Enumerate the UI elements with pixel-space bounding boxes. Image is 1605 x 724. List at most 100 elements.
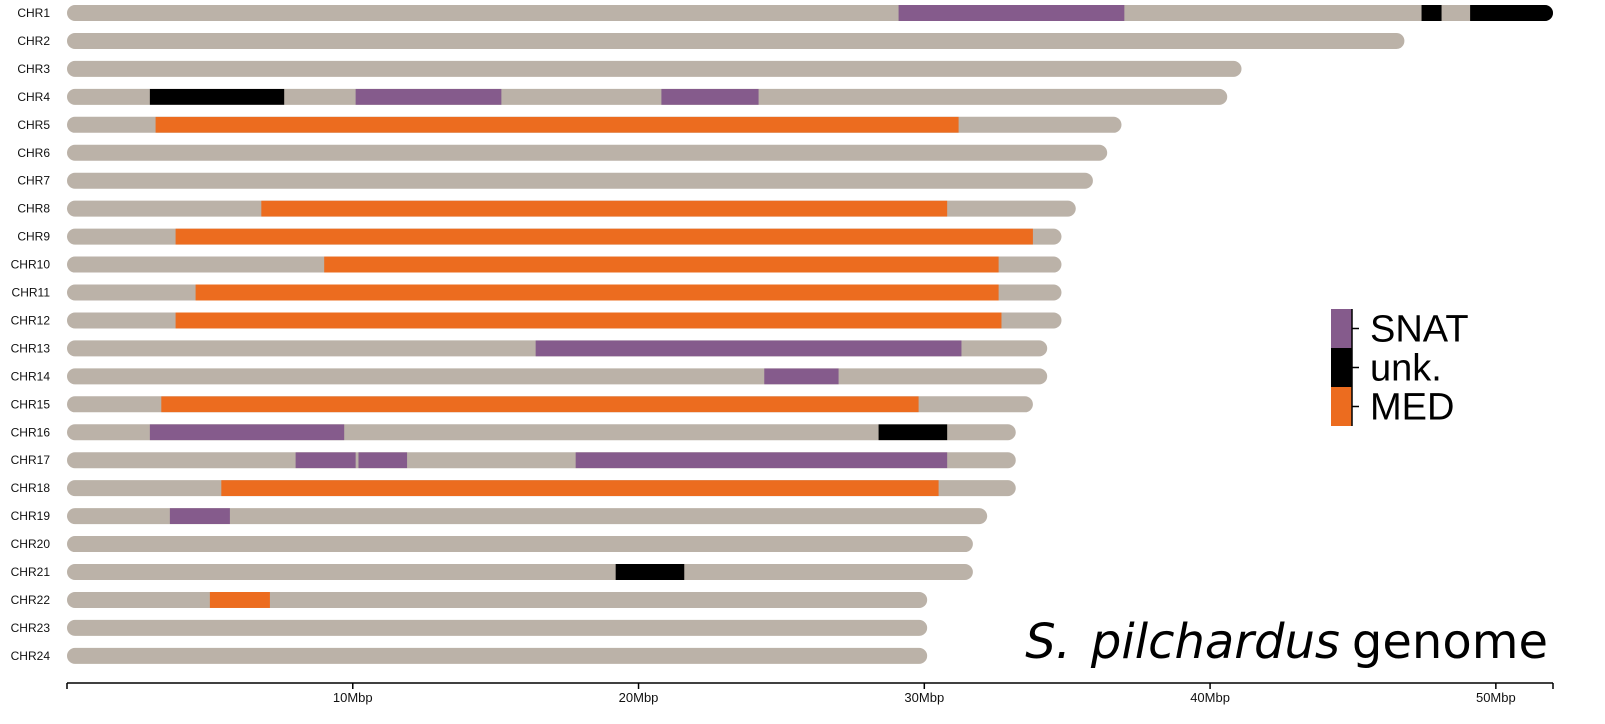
chromosome-segments (764, 368, 839, 385)
x-tick-label: 30Mbp (904, 690, 944, 705)
x-tick-label: 10Mbp (333, 690, 373, 705)
segment-snat (358, 452, 408, 469)
chromosome-chr2: CHR2 (17, 32, 1405, 49)
chromosome-label: CHR17 (11, 453, 51, 467)
legend-swatch-snat (1331, 309, 1352, 348)
chromosome-label: CHR10 (11, 258, 51, 272)
chromosome-chr11: CHR11 (12, 284, 1062, 301)
segment-med (175, 312, 1002, 329)
chromosome-label: CHR7 (17, 174, 50, 188)
chromosome-label: CHR5 (17, 118, 50, 132)
chromosome-chr21: CHR21 (11, 564, 973, 580)
chromosome-label: CHR19 (11, 509, 51, 523)
x-tick-label: 40Mbp (1190, 690, 1230, 705)
segment-med (209, 591, 270, 608)
chromosome-chr12: CHR12 (11, 312, 1062, 329)
chromosome-label: CHR3 (17, 62, 50, 76)
segment-snat (764, 368, 839, 385)
chromosome-chr6: CHR6 (17, 144, 1108, 161)
segment-med (324, 256, 999, 273)
chromosome-segments (155, 116, 959, 133)
chromosome-chr14: CHR14 (11, 368, 1048, 385)
chromosome-segments (535, 340, 962, 357)
chromosome-bar (67, 32, 1405, 49)
chromosome-label: CHR23 (11, 621, 51, 635)
segment-snat (898, 5, 1125, 21)
chromosome-label: CHR15 (11, 397, 51, 411)
chromosome-label: CHR21 (11, 565, 51, 579)
chromosome-bar (67, 172, 1093, 189)
segment-med (261, 200, 948, 217)
chromosome-chr3: CHR3 (17, 60, 1242, 77)
chromosome-bar (67, 508, 988, 525)
segment-snat (169, 508, 230, 525)
chromosome-segments (175, 312, 1002, 329)
chromosome-segments (324, 256, 999, 273)
chromosome-segments (221, 480, 939, 497)
segment-unk (1421, 5, 1442, 21)
x-tick-label: 20Mbp (619, 690, 659, 705)
chromosome-bar (67, 564, 973, 580)
chromosome-chr4: CHR4 (17, 88, 1228, 105)
chromosome-bar (67, 368, 1048, 385)
chromosome-label: CHR12 (11, 313, 51, 327)
chromosome-label: CHR20 (11, 537, 51, 551)
chromosome-label: CHR8 (17, 202, 50, 216)
chromosome-chr20: CHR20 (11, 536, 973, 553)
segment-unk (615, 564, 685, 580)
chromosome-chr19: CHR19 (11, 508, 988, 525)
chromosome-chr22: CHR22 (11, 591, 928, 608)
segment-med (175, 228, 1033, 245)
chromosome-chr15: CHR15 (11, 396, 1033, 413)
chromosome-label: CHR16 (11, 425, 51, 439)
chromosome-chr5: CHR5 (17, 116, 1122, 133)
segment-med (195, 284, 999, 301)
title-species: S. (1025, 614, 1071, 670)
chart-title: S. pilchardus genome (1025, 614, 1548, 670)
segment-med (161, 396, 919, 413)
segment-snat (535, 340, 962, 357)
chromosome-segments (295, 452, 948, 469)
legend-swatch-med (1331, 387, 1352, 426)
chromosome-label: CHR14 (11, 369, 51, 383)
x-tick-label: 50Mbp (1476, 690, 1516, 705)
legend-label-snat: SNAT (1370, 309, 1469, 351)
legend-label-med: MED (1370, 387, 1454, 429)
chromosome-segments (209, 591, 270, 608)
chromosome-chr8: CHR8 (17, 200, 1076, 217)
chromosome-label: CHR2 (17, 34, 50, 48)
chromosome-bar (67, 647, 928, 664)
segment-unk (149, 88, 285, 105)
segment-snat (295, 452, 356, 469)
chromosome-chr13: CHR13 (11, 340, 1048, 357)
chromosome-chr9: CHR9 (17, 228, 1062, 245)
chromosome-segments (195, 284, 999, 301)
title-suffix: genome (1352, 614, 1548, 670)
chromosome-chr1: CHR1 (17, 5, 1553, 21)
chromosome-chr10: CHR10 (11, 256, 1062, 273)
segment-snat (575, 452, 948, 469)
chromosome-segments (898, 5, 1553, 21)
chromosome-label: CHR4 (17, 90, 50, 104)
segment-unk (878, 424, 948, 441)
chromosome-label: CHR1 (17, 6, 50, 20)
chromosome-label: CHR11 (12, 286, 51, 300)
segment-unk (1470, 5, 1553, 21)
chromosome-segments (149, 424, 948, 441)
segment-snat (149, 424, 345, 441)
chromosome-bar (67, 591, 928, 608)
chromosome-segments (161, 396, 919, 413)
chromosome-bar (67, 5, 1553, 21)
chromosome-label: CHR18 (11, 481, 51, 495)
segment-snat (661, 88, 759, 105)
chromosome-label: CHR22 (11, 593, 51, 607)
chromosome-label: CHR9 (17, 230, 50, 244)
chromosome-bar (67, 60, 1242, 77)
title-species-epithet: pilchardus (1090, 614, 1340, 670)
x-axis: 10Mbp 20Mbp 30Mbp 40Mbp 50Mbp (66, 682, 1554, 705)
chromosome-rows: CHR1 CHR2 CHR3 CHR4 CHR5 CHR6 CHR7 CHR8 CHR9 CHR1… (11, 5, 1553, 664)
legend-swatch-unk (1331, 348, 1352, 387)
chromosome-segments (149, 88, 759, 105)
chromosome-chr17: CHR17 (11, 452, 1016, 469)
